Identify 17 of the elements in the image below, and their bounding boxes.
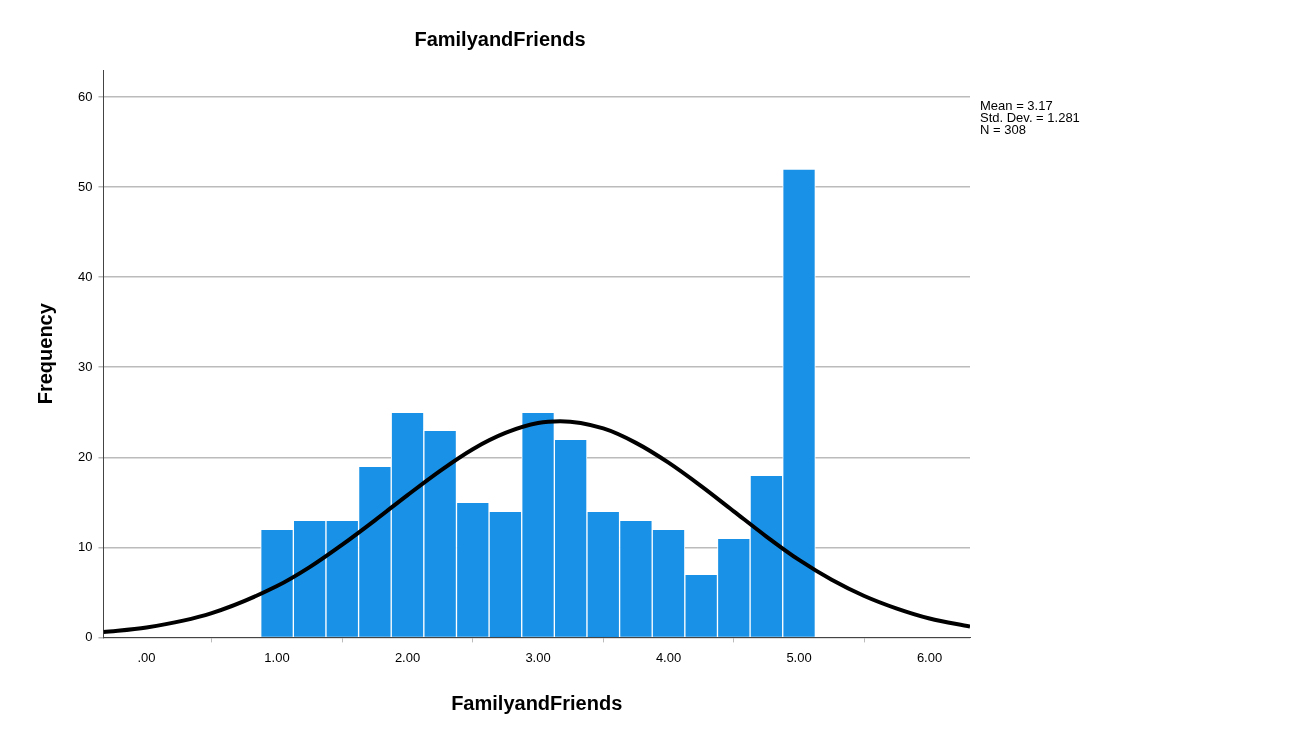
- x-tick-label: 2.00: [394, 649, 421, 665]
- x-tick-label: .00: [137, 649, 156, 665]
- y-tick-label: 20: [77, 448, 93, 464]
- y-tick-label: 10: [77, 538, 93, 554]
- y-tick-label: 0: [85, 628, 93, 644]
- y-tick-label: 40: [77, 268, 93, 284]
- y-axis-title: Frequency: [33, 302, 56, 405]
- x-axis-title: FamilyandFriends: [451, 691, 623, 714]
- x-tick-label: 6.00: [916, 649, 943, 665]
- y-tick-label: 30: [77, 358, 93, 374]
- y-tick-label: 50: [77, 178, 93, 194]
- x-tick-label: 4.00: [655, 649, 682, 665]
- x-tick-label: 5.00: [786, 649, 812, 665]
- x-tick-label: 1.00: [264, 649, 290, 665]
- y-tick-label: 60: [77, 88, 93, 104]
- x-tick-label: 3.00: [525, 649, 551, 665]
- chart-title: FamilyandFriends: [414, 27, 586, 50]
